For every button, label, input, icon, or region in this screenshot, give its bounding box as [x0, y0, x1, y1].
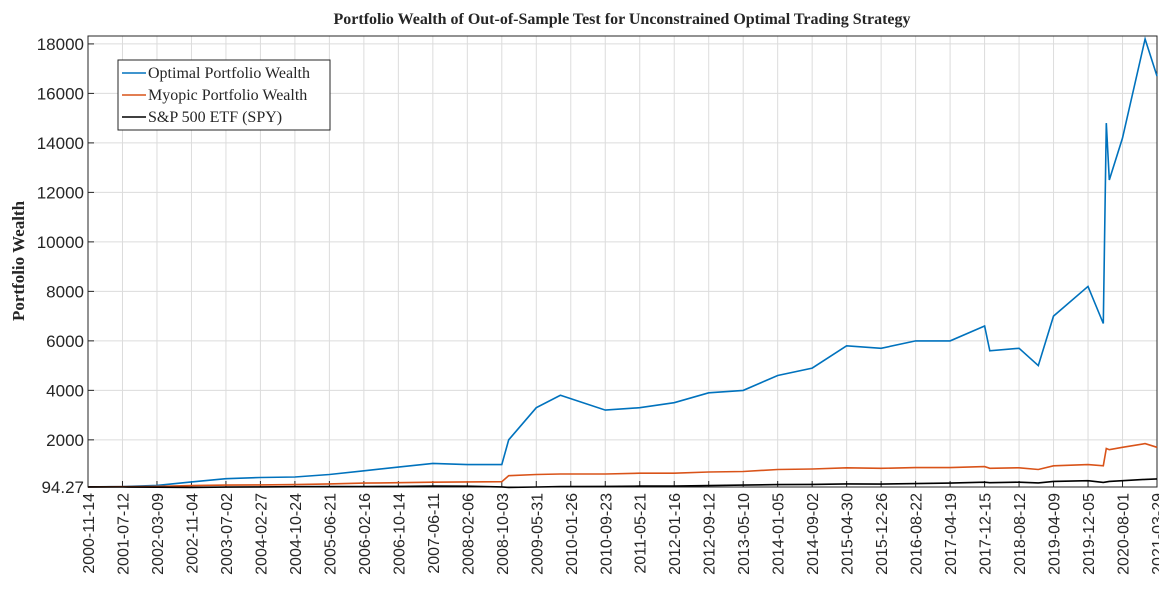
y-tick-label: 6000 [46, 332, 84, 351]
x-tick-label: 2014-09-02 [805, 493, 822, 575]
x-tick-label: 2021-03-29 [1150, 493, 1159, 575]
x-tick-label: 2008-10-03 [495, 493, 512, 575]
x-tick-label: 2000-11-14 [81, 493, 98, 574]
x-tick-label: 2010-01-26 [564, 493, 581, 575]
x-tick-label: 2002-11-04 [184, 493, 201, 574]
x-tick-label: 2014-01-05 [771, 493, 788, 575]
y-tick-label: 14000 [37, 134, 84, 153]
x-tick-label: 2015-12-26 [874, 493, 891, 575]
x-tick-label: 2009-05-31 [529, 493, 546, 575]
y-tick-label: 16000 [37, 84, 84, 103]
legend-label: Optimal Portfolio Wealth [148, 65, 310, 82]
legend-box [117, 59, 331, 131]
x-tick-label: 2008-02-06 [460, 493, 477, 575]
x-tick-label: 2017-12-15 [978, 493, 995, 575]
x-tick-label: 2019-12-05 [1081, 493, 1098, 575]
y-tick-label: 2000 [46, 431, 84, 450]
x-tick-label: 2017-04-19 [943, 493, 960, 575]
x-tick-label: 2004-10-24 [288, 493, 305, 575]
y-tick-label: 8000 [46, 282, 84, 301]
x-tick-label: 2010-09-23 [598, 493, 615, 575]
x-tick-label: 2018-08-12 [1012, 493, 1029, 575]
y-tick-label: 4000 [46, 381, 84, 400]
legend-label: S&P 500 ETF (SPY) [148, 109, 282, 126]
x-tick-label: 2003-07-02 [219, 493, 236, 575]
x-tick-label: 2006-02-16 [357, 493, 374, 575]
x-tick-label: 2011-05-21 [633, 493, 650, 574]
series-line [87, 478, 1158, 489]
x-tick-label: 2012-09-12 [702, 493, 719, 575]
y-tick-label: 10000 [37, 233, 84, 252]
y-tick-label: 94.27 [41, 478, 84, 497]
x-tick-label: 2013-05-10 [736, 493, 753, 575]
y-tick-label: 18000 [37, 35, 84, 54]
series-line [87, 442, 1158, 488]
x-tick-label: 2001-07-12 [115, 493, 132, 575]
x-tick-label: 2006-10-14 [391, 493, 408, 575]
y-axis-label: Portfolio Wealth [9, 200, 28, 321]
x-tick-label: 2012-01-16 [667, 493, 684, 575]
x-tick-label: 2004-02-27 [253, 493, 270, 575]
x-tick-label: 2005-06-21 [322, 493, 339, 575]
x-tick-label: 2015-04-30 [840, 493, 857, 575]
legend-label: Myopic Portfolio Wealth [148, 87, 307, 104]
series-line [87, 35, 1158, 488]
chart-title: Portfolio Wealth of Out-of-Sample Test f… [333, 11, 910, 28]
x-tick-label: 2007-06-11 [426, 493, 443, 574]
x-tick-label: 2016-08-22 [909, 493, 926, 575]
y-tick-label: 12000 [37, 183, 84, 202]
x-tick-label: 2002-03-09 [150, 493, 167, 575]
x-tick-label: 2019-04-09 [1047, 493, 1064, 575]
x-tick-label: 2020-08-01 [1116, 493, 1133, 575]
